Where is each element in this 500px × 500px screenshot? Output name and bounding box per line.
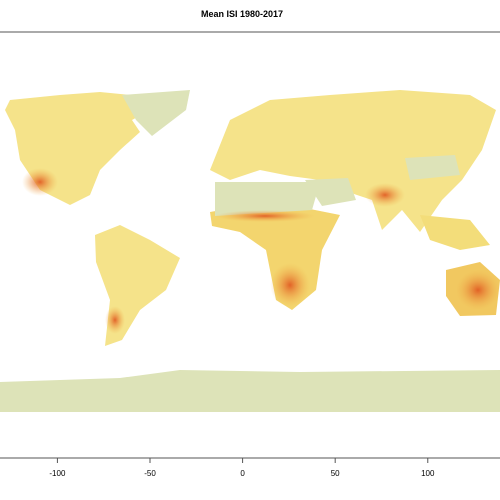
x-axis: -100 -50 0 50 100 xyxy=(49,458,435,478)
hot-spot xyxy=(270,263,310,307)
southeast-asia xyxy=(420,215,490,250)
land xyxy=(0,90,500,412)
x-tick-label: 100 xyxy=(421,469,435,478)
hot-spot xyxy=(105,306,125,334)
antarctica xyxy=(0,370,500,412)
x-tick-label: -50 xyxy=(144,469,156,478)
hot-spot xyxy=(456,270,500,310)
central-asia xyxy=(405,155,460,180)
x-tick-label: 0 xyxy=(240,469,245,478)
hot-spot xyxy=(215,210,315,222)
x-tick-label: 50 xyxy=(331,469,340,478)
map-title: Mean ISI 1980-2017 xyxy=(201,9,283,19)
x-tick-label: -100 xyxy=(49,469,66,478)
hot-spot xyxy=(22,168,58,196)
sahara xyxy=(215,182,320,216)
greenland xyxy=(122,90,190,136)
arabia xyxy=(305,178,356,206)
eurasia xyxy=(210,90,496,232)
hot-spot xyxy=(365,183,405,207)
